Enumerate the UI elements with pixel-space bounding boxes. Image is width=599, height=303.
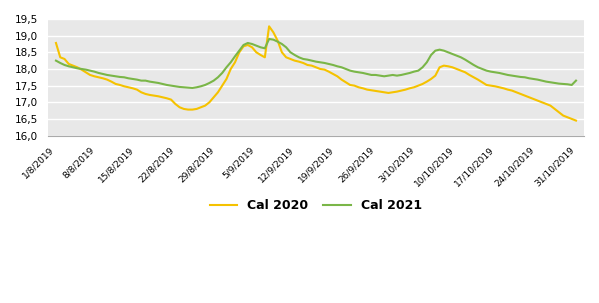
Line: Cal 2020: Cal 2020 (56, 26, 576, 121)
Cal 2021 (265, 37, 273, 41)
Cal 2020 (104, 78, 111, 82)
Cal 2020 (283, 55, 290, 59)
Cal 2021 (189, 86, 196, 90)
Cal 2021 (483, 69, 490, 72)
Cal 2021 (82, 68, 89, 72)
Cal 2021 (206, 81, 213, 85)
Cal 2021 (112, 75, 119, 78)
Cal 2020 (479, 81, 486, 84)
Cal 2020 (265, 25, 273, 28)
Line: Cal 2021: Cal 2021 (56, 39, 576, 88)
Cal 2020 (52, 41, 59, 45)
Cal 2020 (573, 119, 580, 122)
Legend: Cal 2020, Cal 2021: Cal 2020, Cal 2021 (205, 194, 427, 217)
Cal 2020 (112, 82, 119, 86)
Cal 2020 (82, 71, 89, 74)
Cal 2021 (52, 59, 59, 62)
Cal 2021 (287, 51, 294, 54)
Cal 2020 (202, 104, 209, 108)
Cal 2021 (573, 79, 580, 82)
Cal 2021 (104, 73, 111, 77)
